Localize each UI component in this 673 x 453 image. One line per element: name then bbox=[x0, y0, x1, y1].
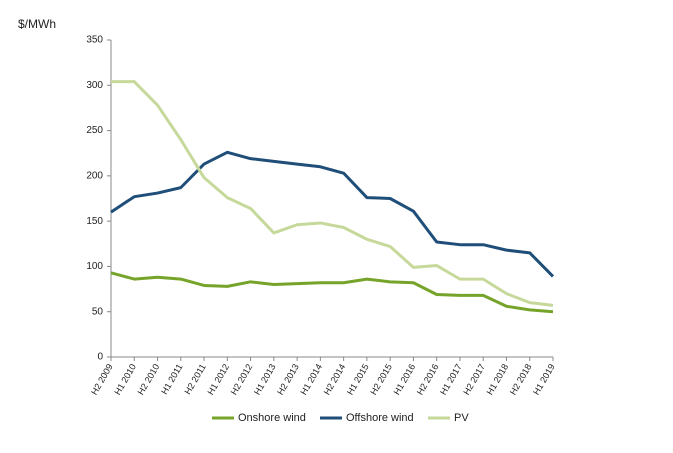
x-tick-label: H1 2011 bbox=[159, 362, 184, 396]
series-line bbox=[110, 150, 555, 278]
legend-label: PV bbox=[454, 412, 469, 424]
x-tick-label: H2 2015 bbox=[368, 362, 394, 396]
x-tick-label: H2 2012 bbox=[229, 362, 255, 396]
x-tick-label: H1 2010 bbox=[112, 362, 138, 396]
y-tick-label: 300 bbox=[86, 80, 103, 91]
x-tick-label: H1 2017 bbox=[438, 362, 464, 396]
series-line bbox=[110, 271, 554, 314]
x-tick-label: H1 2015 bbox=[345, 362, 371, 396]
x-tick-label: H2 2014 bbox=[322, 362, 348, 396]
y-tick-label: 150 bbox=[86, 216, 103, 227]
y-tick-label: 350 bbox=[86, 35, 103, 46]
y-tick-label: 250 bbox=[86, 125, 103, 136]
legend-label: Offshore wind bbox=[346, 412, 414, 424]
x-tick-label: H2 2009 bbox=[89, 362, 115, 396]
y-axis-label: $/MWh bbox=[18, 17, 56, 31]
y-tick-label: 50 bbox=[92, 306, 104, 317]
x-tick-label: H1 2012 bbox=[205, 362, 231, 396]
x-tick-label: H2 2016 bbox=[415, 362, 441, 396]
x-tick-label: H1 2014 bbox=[298, 362, 324, 396]
x-tick-label: H1 2018 bbox=[485, 362, 511, 396]
x-tick-label: H1 2016 bbox=[392, 362, 418, 396]
x-tick-label: H1 2013 bbox=[252, 362, 278, 396]
y-tick-label: 200 bbox=[86, 170, 103, 181]
y-tick-label: 100 bbox=[86, 261, 103, 272]
legend-label: Onshore wind bbox=[238, 412, 306, 424]
series-line bbox=[111, 80, 554, 307]
x-tick-label: H2 2018 bbox=[508, 362, 534, 396]
x-tick-label: H2 2011 bbox=[183, 362, 208, 396]
x-tick-label: H2 2010 bbox=[136, 362, 162, 396]
y-tick-label: 0 bbox=[97, 352, 103, 363]
x-tick-label: H2 2017 bbox=[461, 362, 487, 396]
x-tick-label: H1 2019 bbox=[531, 362, 557, 396]
x-tick-label: H2 2013 bbox=[275, 362, 301, 396]
